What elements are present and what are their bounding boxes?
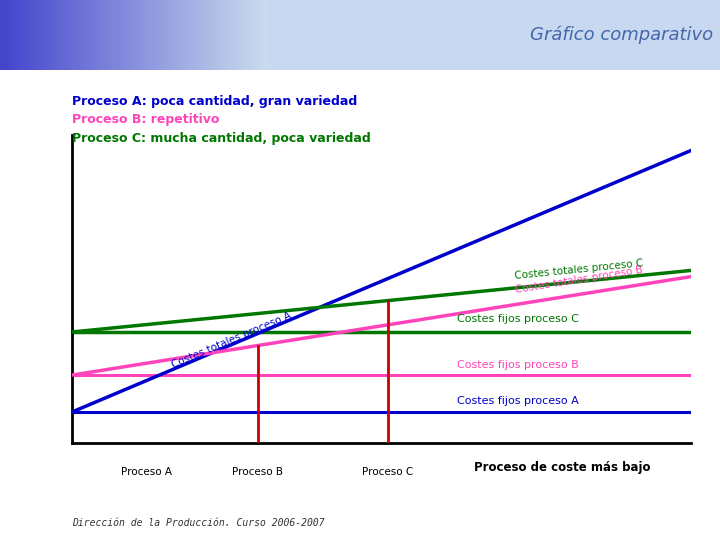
Text: Costes fijos proceso B: Costes fijos proceso B <box>457 360 579 369</box>
Bar <box>30 0 33 70</box>
Bar <box>100 0 103 70</box>
Bar <box>43 0 47 70</box>
Bar <box>176 0 180 70</box>
Bar <box>63 0 66 70</box>
Bar <box>170 0 173 70</box>
Bar <box>40 0 43 70</box>
Bar <box>33 0 37 70</box>
Bar <box>203 0 207 70</box>
Bar <box>84 0 86 70</box>
Bar <box>223 0 226 70</box>
Bar <box>17 0 20 70</box>
Text: Proceso C: mucha cantidad, poca variedad: Proceso C: mucha cantidad, poca variedad <box>72 132 371 145</box>
Bar <box>160 0 163 70</box>
Bar <box>147 0 150 70</box>
Bar <box>213 0 217 70</box>
Bar <box>107 0 110 70</box>
Bar <box>94 0 96 70</box>
Bar <box>236 0 240 70</box>
Bar <box>53 0 57 70</box>
Bar <box>263 0 266 70</box>
Bar <box>240 0 243 70</box>
Bar <box>140 0 143 70</box>
Bar <box>123 0 127 70</box>
Bar <box>199 0 203 70</box>
Text: Costes totales proceso B: Costes totales proceso B <box>514 265 644 295</box>
Text: Dirección de la Producción. Curso 2006-2007: Dirección de la Producción. Curso 2006-2… <box>72 518 325 529</box>
Bar <box>150 0 153 70</box>
Bar <box>233 0 236 70</box>
Bar <box>266 0 720 70</box>
Bar <box>57 0 60 70</box>
Bar <box>220 0 223 70</box>
Bar <box>133 0 137 70</box>
Text: Costes fijos proceso C: Costes fijos proceso C <box>457 314 579 325</box>
Bar <box>13 0 17 70</box>
Bar <box>113 0 117 70</box>
Bar <box>253 0 256 70</box>
Text: Proceso A: Proceso A <box>121 468 172 477</box>
Bar <box>246 0 250 70</box>
Bar <box>80 0 84 70</box>
Bar <box>137 0 140 70</box>
Text: Gráfico comparativo: Gráfico comparativo <box>530 26 713 44</box>
Bar <box>180 0 183 70</box>
Text: Proceso B: repetitivo: Proceso B: repetitivo <box>72 113 220 126</box>
Bar <box>66 0 70 70</box>
Bar <box>60 0 63 70</box>
Bar <box>243 0 246 70</box>
Bar <box>73 0 76 70</box>
Bar <box>27 0 30 70</box>
Bar <box>156 0 160 70</box>
Bar <box>70 0 73 70</box>
Bar <box>120 0 123 70</box>
Bar <box>47 0 50 70</box>
Bar <box>183 0 186 70</box>
Bar <box>20 0 23 70</box>
Bar <box>210 0 213 70</box>
Text: Proceso de coste más bajo: Proceso de coste más bajo <box>474 461 651 474</box>
Bar <box>117 0 120 70</box>
Bar <box>76 0 80 70</box>
Bar <box>96 0 100 70</box>
Bar <box>260 0 263 70</box>
Bar <box>230 0 233 70</box>
Bar <box>127 0 130 70</box>
Bar <box>186 0 190 70</box>
Bar <box>110 0 113 70</box>
Bar <box>173 0 176 70</box>
Bar <box>217 0 220 70</box>
Text: Proceso A: poca cantidad, gran variedad: Proceso A: poca cantidad, gran variedad <box>72 94 357 107</box>
Bar <box>166 0 170 70</box>
Bar <box>153 0 156 70</box>
Bar <box>37 0 40 70</box>
Text: Proceso C: Proceso C <box>362 468 413 477</box>
Text: Costes totales proceso C: Costes totales proceso C <box>514 258 644 280</box>
Bar <box>130 0 133 70</box>
Bar <box>90 0 94 70</box>
Bar <box>86 0 90 70</box>
Bar <box>190 0 193 70</box>
Bar <box>193 0 197 70</box>
Bar <box>250 0 253 70</box>
Bar <box>207 0 210 70</box>
Text: Costes fijos proceso A: Costes fijos proceso A <box>457 396 579 407</box>
Text: Costes totales proceso A: Costes totales proceso A <box>170 311 292 370</box>
Bar <box>256 0 260 70</box>
Bar <box>197 0 200 70</box>
Bar <box>143 0 147 70</box>
Bar <box>163 0 166 70</box>
Bar <box>103 0 107 70</box>
Bar <box>6 0 10 70</box>
Bar <box>23 0 27 70</box>
Bar <box>226 0 230 70</box>
Bar <box>10 0 14 70</box>
Bar <box>0 0 4 70</box>
Text: Proceso B: Proceso B <box>233 468 283 477</box>
Bar <box>50 0 53 70</box>
Bar <box>4 0 6 70</box>
